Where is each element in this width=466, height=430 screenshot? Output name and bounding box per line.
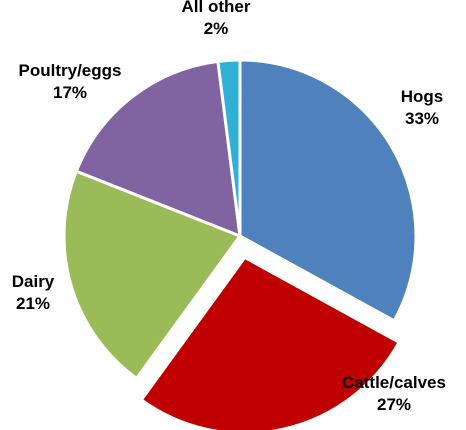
- pie-slice-poultry-eggs: [74, 59, 242, 238]
- pie-slice-all-other: [216, 58, 242, 238]
- pie-labels: Hogs 33% Cattle/calves 27% Dairy 21% Poultry/e…: [12, 0, 446, 414]
- slice-label-hogs: Hogs: [401, 87, 444, 106]
- slice-percent-dairy: 21%: [16, 294, 50, 313]
- slice-label-dairy: Dairy: [12, 272, 55, 291]
- slice-percent-poultry-eggs: 17%: [53, 83, 87, 102]
- slice-label-poultry-eggs: Poultry/eggs: [19, 61, 122, 80]
- slice-percent-all-other: 2%: [204, 19, 229, 38]
- slice-percent-hogs: 33%: [405, 109, 439, 128]
- pie-slice-dairy: [62, 169, 242, 380]
- slice-label-cattle-calves: Cattle/calves: [342, 373, 446, 392]
- slice-label-all-other: All other: [182, 0, 251, 16]
- pie-slice-hogs: [238, 58, 418, 323]
- slice-percent-cattle-calves: 27%: [377, 395, 411, 414]
- pie-slices: [62, 58, 418, 430]
- pie-slice-cattle-calves: [139, 255, 401, 430]
